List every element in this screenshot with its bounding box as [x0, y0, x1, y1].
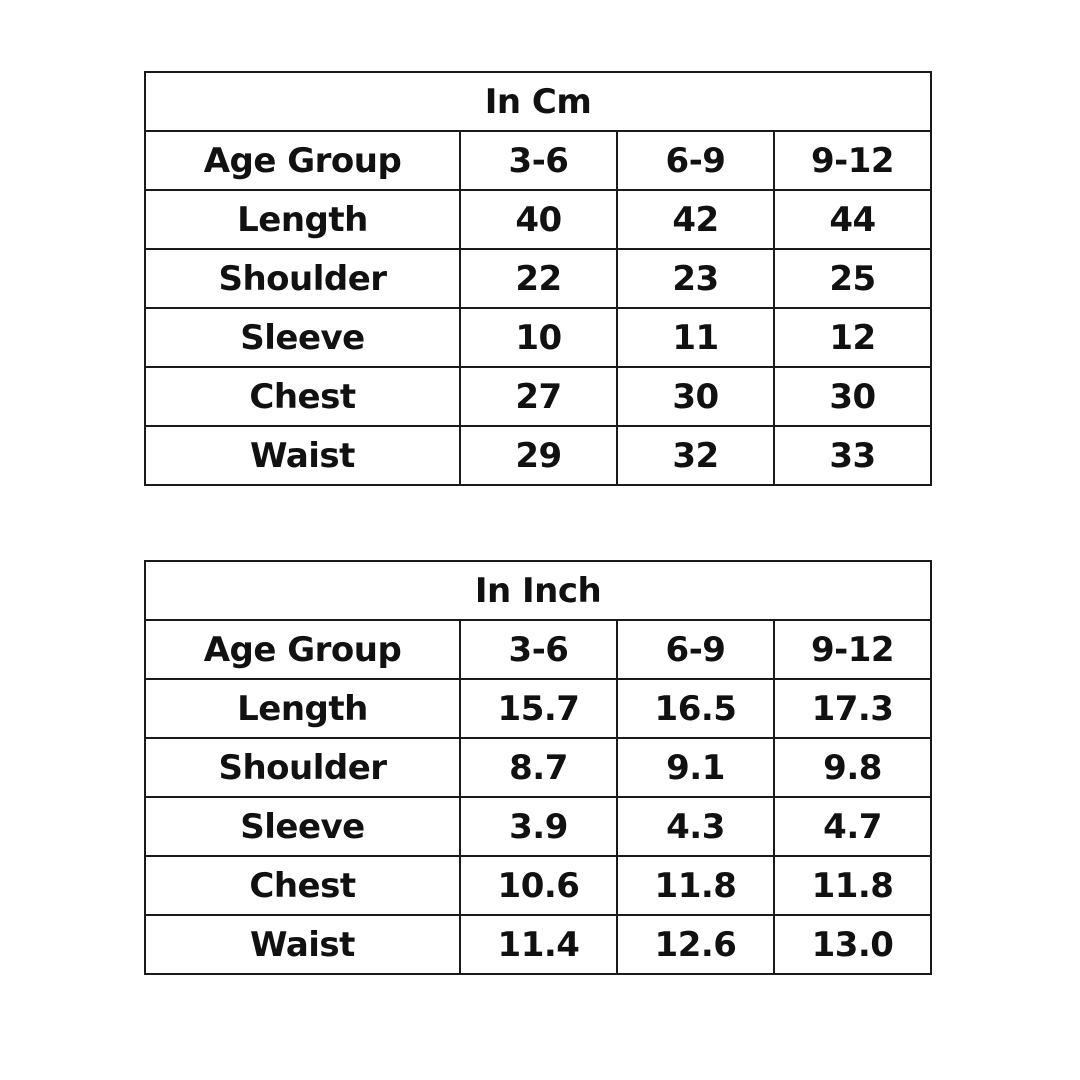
- caption-row: In Cm: [143, 71, 933, 132]
- row-label: Waist: [144, 914, 461, 975]
- table-row: Shoulder 22 23 25: [144, 248, 933, 309]
- table-cell: 11.4: [459, 914, 618, 975]
- table-cell: 25: [772, 248, 933, 309]
- table-cell: 9.8: [772, 737, 933, 798]
- row-label: Waist: [144, 425, 461, 486]
- age-3-6: 3-6: [459, 130, 618, 191]
- row-label: Length: [144, 678, 461, 739]
- table-cell: 23: [616, 248, 775, 309]
- table-row: Waist 11.4 12.6 13.0: [144, 914, 933, 975]
- table-cell: 11.8: [772, 855, 933, 916]
- table-cell: 3.9: [459, 796, 618, 857]
- table-cell: 40: [459, 189, 618, 250]
- table-cell: 10.6: [459, 855, 618, 916]
- table-cell: 29: [459, 425, 618, 486]
- age-group-label: Age Group: [144, 130, 461, 191]
- table-caption: In Inch: [143, 560, 933, 621]
- table-cell: 42: [616, 189, 775, 250]
- table-caption: In Cm: [143, 71, 933, 132]
- size-chart-cm: In Cm Age Group 3-6 6-9 9-12 Length 40 4…: [143, 71, 933, 486]
- table-row: Sleeve 3.9 4.3 4.7: [144, 796, 933, 857]
- table-row: Length 15.7 16.5 17.3: [144, 678, 933, 739]
- table-cell: 27: [459, 366, 618, 427]
- caption-row: In Inch: [143, 560, 933, 621]
- table-cell: 30: [616, 366, 775, 427]
- row-label: Sleeve: [144, 307, 461, 368]
- header-row: Age Group 3-6 6-9 9-12: [144, 130, 933, 191]
- table-row: Sleeve 10 11 12: [144, 307, 933, 368]
- age-9-12: 9-12: [772, 619, 933, 680]
- table-cell: 10: [459, 307, 618, 368]
- table-cell: 17.3: [772, 678, 933, 739]
- table-row: Length 40 42 44: [144, 189, 933, 250]
- row-label: Shoulder: [144, 248, 461, 309]
- age-group-label: Age Group: [144, 619, 461, 680]
- row-label: Sleeve: [144, 796, 461, 857]
- header-row: Age Group 3-6 6-9 9-12: [144, 619, 933, 680]
- size-chart-inch: In Inch Age Group 3-6 6-9 9-12 Length 15…: [143, 560, 933, 975]
- table-cell: 11.8: [616, 855, 775, 916]
- table-row: Chest 27 30 30: [144, 366, 933, 427]
- age-6-9: 6-9: [616, 130, 775, 191]
- table-cell: 8.7: [459, 737, 618, 798]
- age-9-12: 9-12: [772, 130, 933, 191]
- row-label: Chest: [144, 855, 461, 916]
- table-row: Shoulder 8.7 9.1 9.8: [144, 737, 933, 798]
- table-cell: 32: [616, 425, 775, 486]
- table-cell: 9.1: [616, 737, 775, 798]
- table-cell: 15.7: [459, 678, 618, 739]
- age-6-9: 6-9: [616, 619, 775, 680]
- table-row: Waist 29 32 33: [144, 425, 933, 486]
- table-row: Chest 10.6 11.8 11.8: [144, 855, 933, 916]
- table-cell: 30: [772, 366, 933, 427]
- row-label: Chest: [144, 366, 461, 427]
- age-3-6: 3-6: [459, 619, 618, 680]
- row-label: Length: [144, 189, 461, 250]
- table-cell: 12.6: [616, 914, 775, 975]
- table-cell: 33: [772, 425, 933, 486]
- table-cell: 4.7: [772, 796, 933, 857]
- table-cell: 4.3: [616, 796, 775, 857]
- row-label: Shoulder: [144, 737, 461, 798]
- table-cell: 11: [616, 307, 775, 368]
- table-cell: 44: [772, 189, 933, 250]
- table-cell: 12: [772, 307, 933, 368]
- table-cell: 22: [459, 248, 618, 309]
- table-cell: 16.5: [616, 678, 775, 739]
- table-cell: 13.0: [772, 914, 933, 975]
